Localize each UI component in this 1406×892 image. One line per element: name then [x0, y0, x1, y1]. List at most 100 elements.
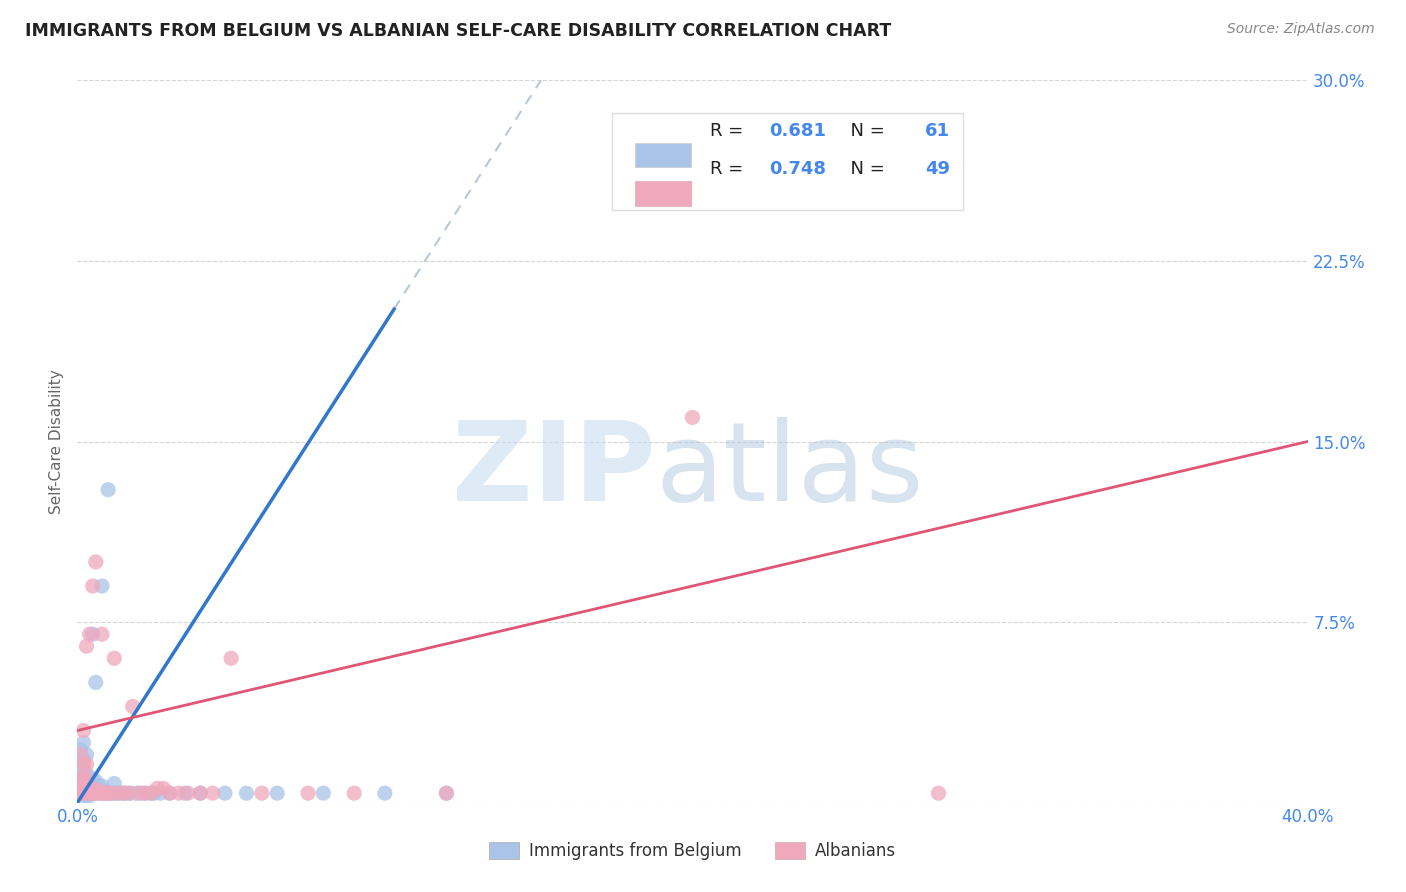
- Point: [79, 789, 101, 803]
- Text: 0.681: 0.681: [769, 122, 825, 140]
- Point: [219, 651, 242, 665]
- Point: [118, 786, 141, 800]
- Point: [436, 786, 458, 800]
- Point: [76, 639, 98, 653]
- Point: [374, 786, 396, 800]
- Point: [131, 786, 153, 800]
- Point: [82, 781, 104, 796]
- Text: R =: R =: [710, 122, 755, 140]
- Point: [69, 752, 91, 766]
- Point: [82, 786, 104, 800]
- Point: [128, 786, 150, 800]
- Point: [105, 786, 128, 800]
- Point: [97, 786, 120, 800]
- Point: [72, 781, 94, 796]
- Point: [79, 627, 101, 641]
- Point: [69, 786, 91, 800]
- Point: [141, 786, 163, 800]
- Text: IMMIGRANTS FROM BELGIUM VS ALBANIAN SELF-CARE DISABILITY CORRELATION CHART: IMMIGRANTS FROM BELGIUM VS ALBANIAN SELF…: [25, 22, 891, 40]
- Point: [103, 786, 125, 800]
- Point: [112, 786, 135, 800]
- Point: [118, 786, 141, 800]
- Text: N =: N =: [839, 122, 890, 140]
- Text: 0.748: 0.748: [769, 161, 825, 178]
- Point: [76, 781, 98, 796]
- Point: [90, 786, 114, 800]
- Point: [69, 772, 91, 786]
- Point: [76, 747, 98, 762]
- Point: [143, 786, 166, 800]
- Point: [72, 786, 94, 800]
- Point: [72, 723, 94, 738]
- Point: [149, 786, 172, 800]
- Point: [312, 786, 335, 800]
- Point: [112, 786, 135, 800]
- Point: [141, 786, 163, 800]
- Point: [121, 699, 143, 714]
- Point: [188, 786, 212, 800]
- Point: [82, 579, 104, 593]
- Point: [103, 776, 125, 790]
- Point: [152, 781, 174, 796]
- Point: [76, 767, 98, 781]
- Point: [214, 786, 236, 800]
- Point: [177, 786, 200, 800]
- Point: [682, 410, 704, 425]
- Point: [69, 772, 91, 786]
- Point: [90, 579, 114, 593]
- Point: [110, 786, 132, 800]
- Point: [82, 786, 104, 800]
- Point: [159, 786, 181, 800]
- Text: 61: 61: [925, 122, 950, 140]
- Point: [76, 786, 98, 800]
- Point: [928, 786, 950, 800]
- Point: [100, 786, 122, 800]
- Point: [84, 781, 107, 796]
- Point: [76, 784, 98, 798]
- Point: [297, 786, 319, 800]
- Point: [72, 772, 94, 786]
- Point: [72, 772, 94, 786]
- Point: [436, 786, 458, 800]
- Point: [125, 786, 148, 800]
- Text: ZIP: ZIP: [453, 417, 655, 524]
- Point: [90, 779, 114, 793]
- Point: [115, 786, 138, 800]
- Point: [69, 743, 91, 757]
- Point: [134, 786, 156, 800]
- Point: [94, 786, 117, 800]
- Point: [72, 757, 94, 772]
- Point: [72, 779, 94, 793]
- Point: [146, 781, 169, 796]
- Point: [72, 789, 94, 803]
- Point: [100, 786, 122, 800]
- Point: [72, 752, 94, 766]
- Point: [343, 786, 366, 800]
- Legend: Immigrants from Belgium, Albanians: Immigrants from Belgium, Albanians: [482, 835, 903, 867]
- Point: [188, 786, 212, 800]
- Point: [87, 784, 110, 798]
- Point: [97, 483, 120, 497]
- FancyBboxPatch shape: [634, 181, 692, 206]
- Point: [90, 786, 114, 800]
- Point: [79, 776, 101, 790]
- Point: [84, 786, 107, 800]
- Point: [79, 786, 101, 800]
- Point: [82, 627, 104, 641]
- Text: N =: N =: [839, 161, 890, 178]
- Point: [76, 789, 98, 803]
- FancyBboxPatch shape: [634, 143, 692, 168]
- Point: [250, 786, 273, 800]
- Point: [76, 772, 98, 786]
- Y-axis label: Self-Care Disability: Self-Care Disability: [49, 369, 65, 514]
- Point: [69, 786, 91, 800]
- Point: [82, 781, 104, 796]
- Point: [79, 784, 101, 798]
- Point: [167, 786, 190, 800]
- Point: [90, 627, 114, 641]
- Point: [84, 774, 107, 789]
- Point: [72, 784, 94, 798]
- Text: 49: 49: [925, 161, 950, 178]
- Point: [84, 675, 107, 690]
- Point: [87, 786, 110, 800]
